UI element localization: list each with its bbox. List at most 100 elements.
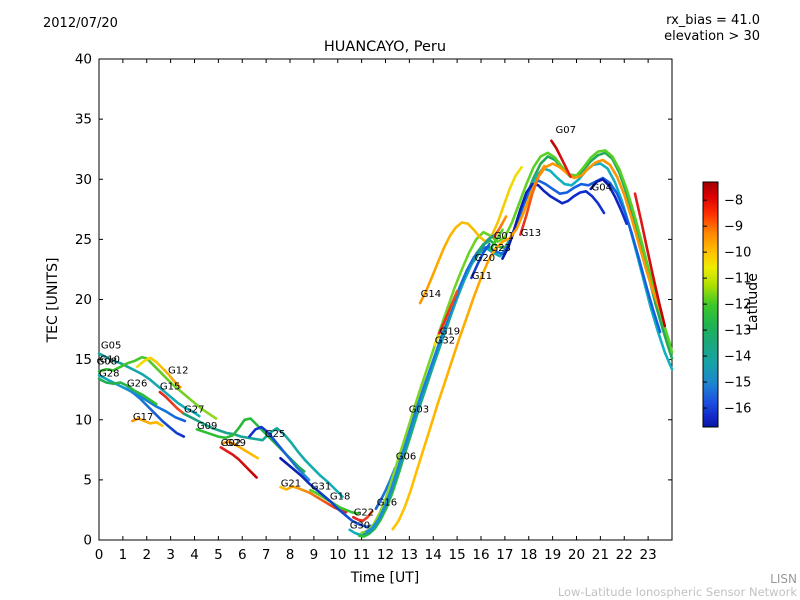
- colorbar-tick-label: −9: [724, 220, 743, 235]
- x-tick-label: 23: [640, 547, 657, 563]
- track-G25: [248, 425, 311, 482]
- track-G05: [97, 352, 201, 418]
- track-G01: [492, 215, 508, 239]
- track-G15: [158, 390, 186, 416]
- y-tick-label: 40: [75, 52, 92, 68]
- satellite-label-G15: G15: [160, 382, 180, 393]
- track-G18: [279, 456, 374, 529]
- x-tick-label: 11: [353, 547, 370, 563]
- x-tick-label: 0: [95, 547, 104, 563]
- track-G22: [351, 509, 374, 523]
- satellite-label-G17: G17: [133, 412, 153, 423]
- track-G20: [473, 234, 495, 262]
- y-tick-label: 10: [75, 412, 92, 428]
- satellite-label-G26: G26: [127, 379, 147, 390]
- colorbar-tick-label: −16: [724, 402, 751, 417]
- track-G27: [182, 412, 344, 499]
- y-tick-label: 30: [75, 172, 92, 188]
- x-tick-label: 18: [520, 547, 537, 563]
- x-axis-label: Time [UT]: [350, 570, 419, 586]
- x-tick-label: 4: [190, 547, 199, 563]
- x-tick-label: 13: [401, 547, 418, 563]
- satellite-label-G09: G09: [197, 421, 217, 432]
- satellite-label-G14: G14: [421, 289, 441, 300]
- satellite-label-G10: G10: [100, 355, 120, 366]
- track-G07: [550, 139, 572, 179]
- track-G14: [418, 165, 523, 305]
- y-tick-label: 15: [75, 352, 92, 368]
- satellite-label-G11: G11: [472, 271, 492, 282]
- x-tick-label: 1: [119, 547, 128, 563]
- x-tick-label: 19: [544, 547, 561, 563]
- satellite-label-G21: G21: [281, 479, 301, 490]
- x-tick-label: 16: [472, 547, 489, 563]
- track-G26: [125, 387, 186, 438]
- satellite-label-G27: G27: [184, 405, 204, 416]
- elevation-label: elevation > 30: [664, 29, 760, 44]
- colorbar-tick-label: −8: [724, 194, 743, 209]
- x-tick-label: 20: [568, 547, 585, 563]
- y-tick-label: 25: [75, 232, 92, 248]
- satellite-label-G13: G13: [521, 228, 541, 239]
- lisn-watermark-subtitle: Low-Latitude Ionospheric Sensor Network: [558, 585, 798, 599]
- track-G23: [489, 228, 504, 251]
- colorbar-label: Latitude: [745, 273, 761, 331]
- satellite-label-G16: G16: [377, 498, 397, 509]
- y-tick-label: 5: [83, 472, 92, 488]
- x-tick-label: 8: [286, 547, 295, 563]
- satellite-label-G28: G28: [99, 369, 119, 380]
- x-tick-label: 5: [214, 547, 223, 563]
- satellite-label-G23: G23: [491, 243, 511, 254]
- track-G13: [519, 164, 546, 236]
- x-tick-label: 15: [449, 547, 466, 563]
- satellite-label-G04: G04: [592, 183, 612, 194]
- track-G04: [589, 178, 628, 225]
- satellite-label-G02: G02: [221, 438, 241, 449]
- track-G08: [97, 355, 218, 420]
- colorbar-tick-label: −12: [724, 298, 751, 313]
- x-tick-label: 10: [329, 547, 346, 563]
- satellite-tracks: [97, 139, 674, 538]
- colorbar-tick-label: −13: [724, 324, 751, 339]
- colorbar-tick-label: −15: [724, 376, 751, 391]
- satellite-label-G08: G08: [97, 356, 117, 367]
- track-G17: [131, 417, 164, 428]
- y-axis-label: TEC [UNITS]: [45, 258, 61, 344]
- colorbar-tick-label: −10: [724, 246, 751, 261]
- track-unlabeled-35: [633, 192, 667, 328]
- x-tick-label: 2: [142, 547, 151, 563]
- track-G11: [470, 242, 491, 280]
- satellite-label-G12: G12: [168, 366, 188, 377]
- colorbar-tick-label: −14: [724, 350, 751, 365]
- satellite-label-G32: G32: [435, 335, 455, 346]
- colorbar-group: −8 −9 −10 −11 −12 −13 −14 −15 −16: [702, 181, 751, 428]
- satellite-label-G30: G30: [350, 521, 370, 532]
- satellite-label-G01: G01: [494, 231, 514, 242]
- satellite-label-G18: G18: [330, 492, 350, 503]
- satellite-label-G07: G07: [556, 125, 576, 136]
- track-unlabeled-23: [501, 182, 606, 260]
- x-tick-label: 9: [310, 547, 319, 563]
- date-label: 2012/07/20: [43, 16, 118, 31]
- satellite-label-G06: G06: [396, 451, 416, 462]
- track-G28: [97, 377, 158, 406]
- x-tick-label: 3: [166, 547, 175, 563]
- satellite-label-G03: G03: [409, 405, 429, 416]
- x-tick-label: 12: [377, 547, 394, 563]
- x-tick-label: 6: [238, 547, 247, 563]
- track-G02: [219, 446, 258, 479]
- lisn-watermark: LISN: [770, 572, 797, 586]
- track-G12: [135, 356, 182, 389]
- y-tick-label: 0: [83, 533, 92, 549]
- plot-title: HUANCAYO, Peru: [324, 39, 446, 55]
- satellite-label-G05: G05: [101, 341, 121, 352]
- colorbar-tick-label: −11: [724, 272, 751, 287]
- x-tick-label: 14: [425, 547, 442, 563]
- y-tick-label: 20: [75, 292, 92, 308]
- satellite-label-G25: G25: [265, 429, 285, 440]
- rx-bias-label: rx_bias = 41.0: [666, 13, 760, 28]
- track-G29: [220, 440, 260, 460]
